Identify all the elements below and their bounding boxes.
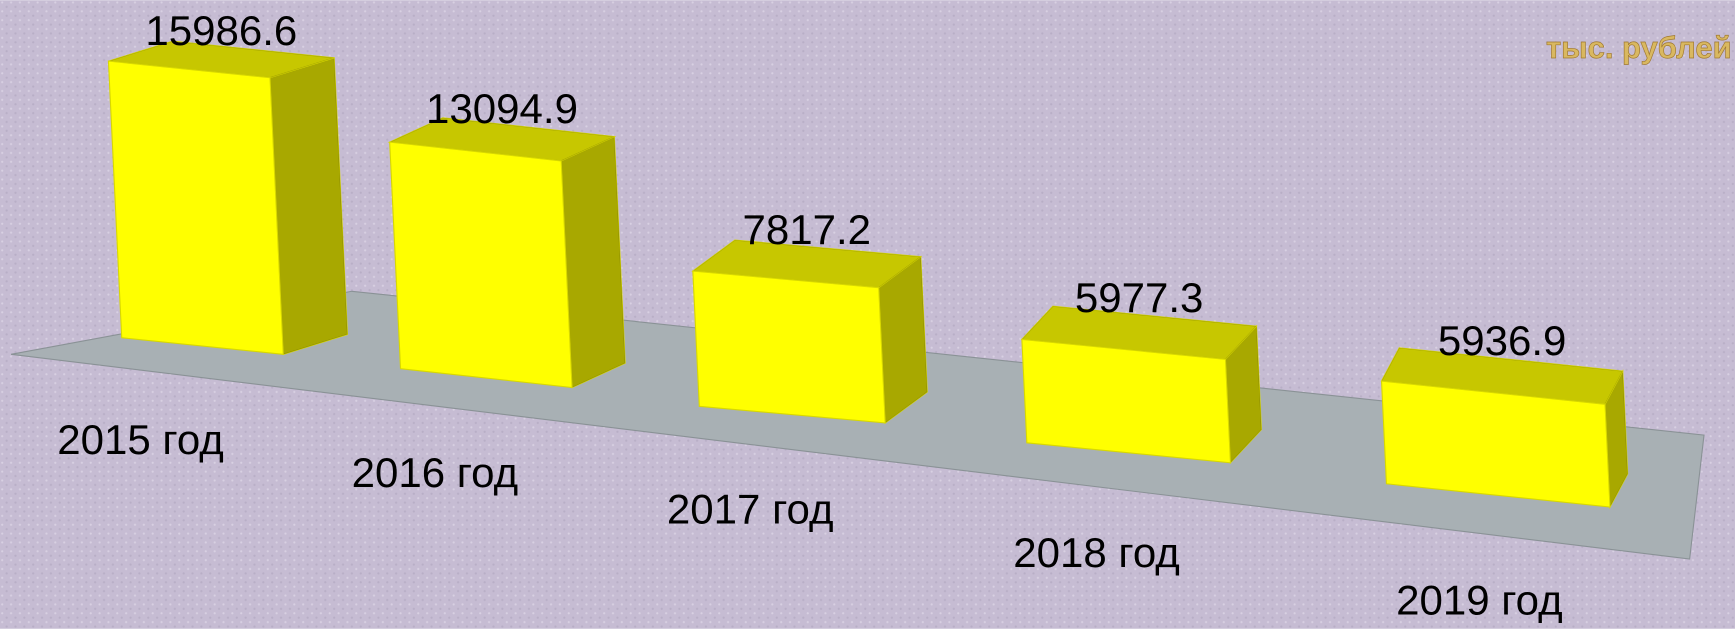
value-label: 5936.9 <box>1438 317 1567 364</box>
bar-face <box>692 270 886 424</box>
bar <box>1020 305 1262 465</box>
value-label: 7817.2 <box>743 206 872 253</box>
bar-shade <box>108 41 335 78</box>
value-label: 15986.6 <box>145 7 297 54</box>
value-label: 5977.3 <box>1075 274 1204 321</box>
category-label: 2019 год <box>1396 576 1563 623</box>
bar-face <box>1021 338 1232 464</box>
bar-shade <box>561 136 626 388</box>
value-label: 13094.9 <box>426 85 578 132</box>
bar-face <box>1380 380 1611 508</box>
bar-shade <box>1605 371 1628 508</box>
bar-face <box>389 141 573 389</box>
bar-shade <box>389 117 615 161</box>
bar <box>691 239 928 424</box>
bar <box>387 117 626 389</box>
category-label: 2017 год <box>667 486 834 533</box>
bar-shade <box>1021 306 1257 360</box>
unit-label: тыс. рублей <box>1546 30 1732 65</box>
category-label: 2016 год <box>352 449 519 496</box>
bar-shade <box>1225 326 1262 463</box>
bar <box>107 40 349 356</box>
bar-face <box>107 60 284 355</box>
bar-shade <box>1381 347 1623 405</box>
bar <box>1380 347 1629 510</box>
bar-shade <box>269 57 348 355</box>
bar-shade <box>878 256 928 423</box>
category-label: 2015 год <box>57 416 224 463</box>
category-label: 2018 год <box>1013 529 1180 576</box>
